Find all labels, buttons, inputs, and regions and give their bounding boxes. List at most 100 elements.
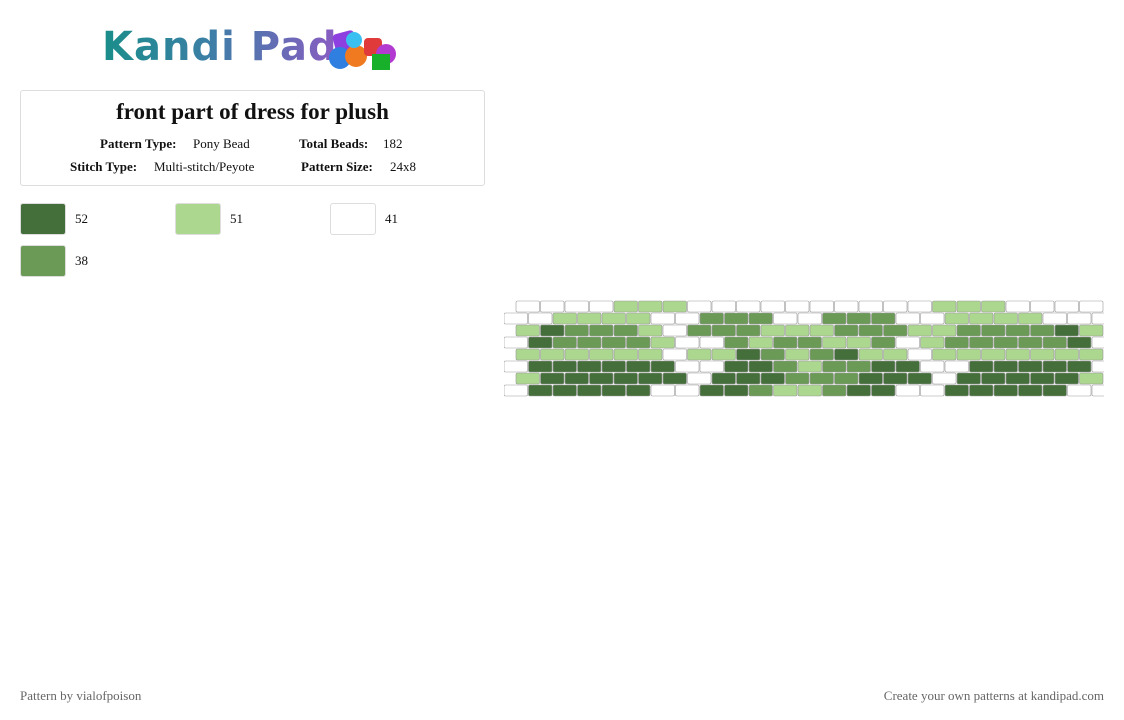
bead: [920, 360, 945, 373]
bead: [736, 300, 761, 313]
bead: [1091, 336, 1104, 349]
bead: [822, 360, 847, 373]
bead: [858, 300, 883, 313]
bead: [760, 372, 785, 385]
bead: [1030, 324, 1055, 337]
bead: [589, 324, 614, 337]
bead: [711, 300, 736, 313]
bead: [809, 372, 834, 385]
bead: [846, 384, 871, 397]
bead: [993, 384, 1018, 397]
bead: [515, 372, 540, 385]
bead: [577, 312, 602, 325]
info-box: front part of dress for plush Pattern Ty…: [20, 90, 485, 186]
bead: [956, 300, 981, 313]
bead: [675, 360, 700, 373]
bead: [589, 300, 614, 313]
bead: [1079, 300, 1104, 313]
bead: [993, 360, 1018, 373]
bead: [626, 360, 651, 373]
color-swatch: [20, 203, 66, 235]
bead: [736, 324, 761, 337]
bead: [907, 300, 932, 313]
color-count: 52: [75, 211, 88, 226]
bead: [540, 372, 565, 385]
bead: [1042, 384, 1067, 397]
bead: [515, 300, 540, 313]
logo[interactable]: Kandi Pad: [102, 24, 338, 70]
bead: [736, 372, 761, 385]
bead: [822, 384, 847, 397]
bead: [699, 336, 724, 349]
bead: [748, 336, 773, 349]
bead: [883, 300, 908, 313]
bead: [515, 324, 540, 337]
bead: [1054, 348, 1079, 361]
credit: Pattern by vialofpoison: [20, 688, 142, 703]
bead: [944, 336, 969, 349]
color-count: 38: [75, 253, 88, 268]
site-link[interactable]: Create your own patterns at kandipad.com: [883, 688, 1104, 703]
bead: [1018, 312, 1043, 325]
bead: [650, 336, 675, 349]
bead: [687, 324, 712, 337]
bead: [797, 360, 822, 373]
bead: [1091, 384, 1104, 397]
bead: [564, 324, 589, 337]
bead: [907, 372, 932, 385]
bead: [797, 312, 822, 325]
bead: [785, 348, 810, 361]
bead: [528, 360, 553, 373]
bead: [809, 324, 834, 337]
bead: [626, 312, 651, 325]
bead: [1067, 384, 1092, 397]
bead: [748, 384, 773, 397]
bead: [1079, 324, 1104, 337]
bead: [675, 384, 700, 397]
bead: [687, 348, 712, 361]
bead: [846, 360, 871, 373]
bead: [552, 384, 577, 397]
bead: [650, 360, 675, 373]
bead: [504, 360, 528, 373]
bead: [638, 300, 663, 313]
bead: [969, 360, 994, 373]
bead: [834, 324, 859, 337]
bead: [601, 336, 626, 349]
logo-icon: [329, 30, 396, 70]
bead: [662, 324, 687, 337]
bead: [564, 300, 589, 313]
bead: [528, 336, 553, 349]
bead: [932, 348, 957, 361]
bead: [504, 312, 528, 325]
bead: [1005, 300, 1030, 313]
bead: [504, 336, 528, 349]
bead: [626, 384, 651, 397]
bead: [883, 372, 908, 385]
bead: [650, 384, 675, 397]
bead: [785, 300, 810, 313]
bead: [944, 360, 969, 373]
bead: [822, 336, 847, 349]
bead: [552, 312, 577, 325]
bead: [969, 336, 994, 349]
bead: [662, 372, 687, 385]
bead: [1042, 336, 1067, 349]
bead: [613, 300, 638, 313]
bead: [858, 348, 883, 361]
bead: [699, 360, 724, 373]
bead: [883, 324, 908, 337]
bead: [662, 300, 687, 313]
bead: [944, 384, 969, 397]
bead: [711, 324, 736, 337]
bead: [871, 312, 896, 325]
bead: [552, 336, 577, 349]
bead: [748, 312, 773, 325]
bead: [589, 348, 614, 361]
bead: [675, 312, 700, 325]
bead: [687, 372, 712, 385]
bead: [969, 312, 994, 325]
bead: [846, 336, 871, 349]
bead: [1005, 372, 1030, 385]
